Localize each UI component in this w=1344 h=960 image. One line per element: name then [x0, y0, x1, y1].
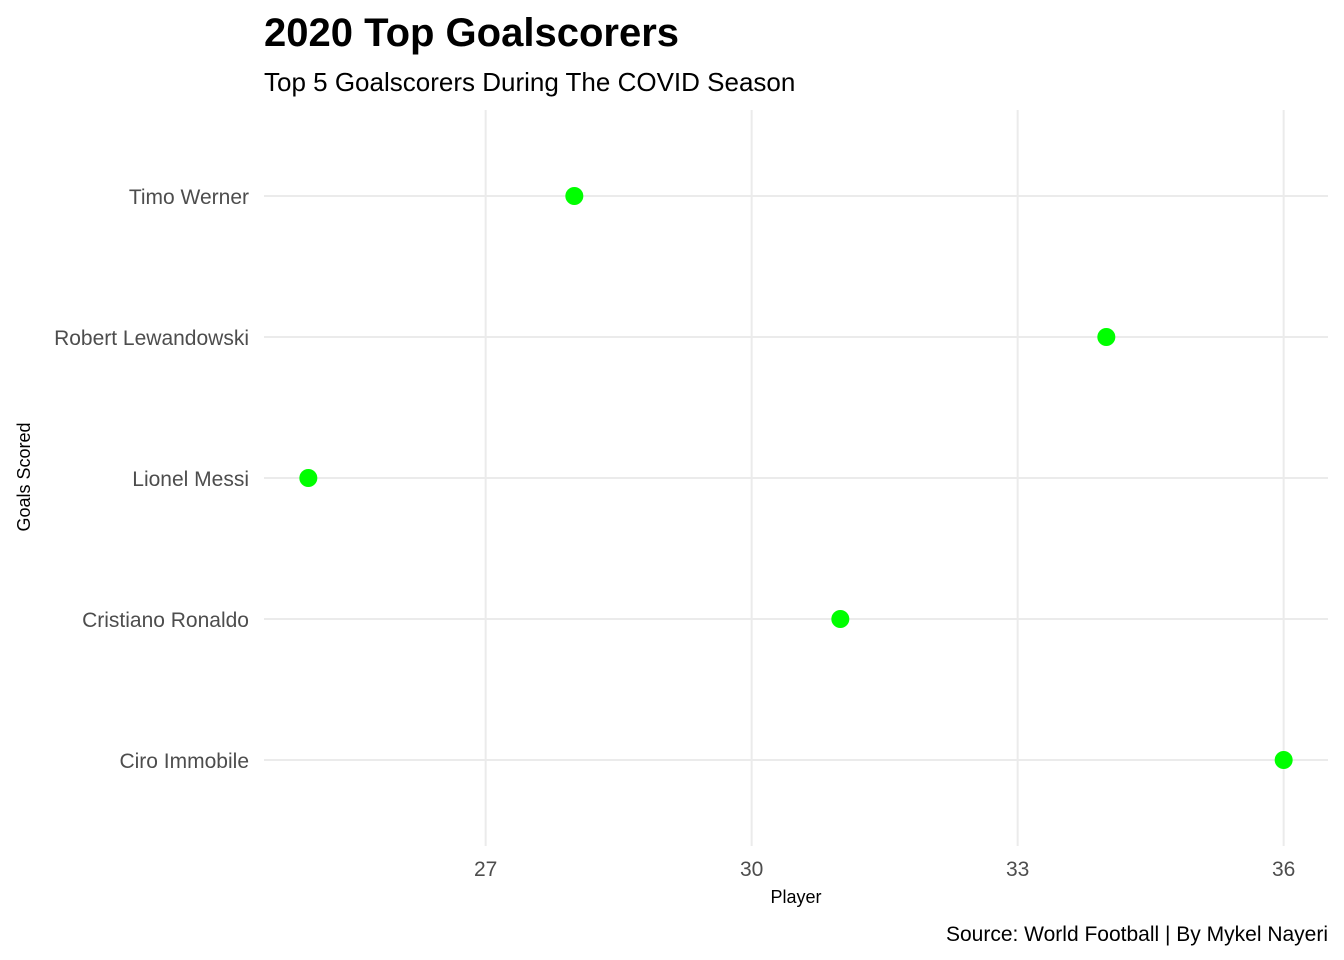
data-point — [831, 610, 850, 628]
y-axis-title: Goals Scored — [14, 422, 34, 531]
chart-caption: Source: World Football | By Mykel Nayeri — [946, 923, 1328, 946]
data-points — [299, 187, 1293, 769]
y-gridlines — [264, 195, 1328, 761]
y-tick-labels: Timo Werner Robert Lewandowski Lionel Mess… — [54, 186, 249, 773]
x-tick-label: 36 — [1272, 858, 1295, 881]
chart-subtitle: Top 5 Goalscorers During The COVID Seaso… — [264, 67, 795, 97]
data-point — [299, 469, 318, 487]
y-tick-label: Lionel Messi — [132, 468, 249, 491]
y-tick-label: Cristiano Ronaldo — [82, 609, 249, 632]
x-axis-title: Player — [770, 887, 821, 907]
x-tick-labels: 27 30 33 36 — [474, 858, 1295, 881]
data-point — [1274, 751, 1293, 769]
data-point — [1097, 328, 1116, 346]
x-tick-label: 27 — [474, 858, 497, 881]
y-tick-label: Robert Lewandowski — [54, 327, 249, 350]
y-tick-label: Ciro Immobile — [119, 750, 249, 773]
data-point — [565, 187, 584, 205]
x-tick-label: 33 — [1006, 858, 1029, 881]
y-tick-label: Timo Werner — [129, 186, 249, 209]
chart-title: 2020 Top Goalscorers — [264, 11, 679, 55]
x-tick-label: 30 — [740, 858, 763, 881]
